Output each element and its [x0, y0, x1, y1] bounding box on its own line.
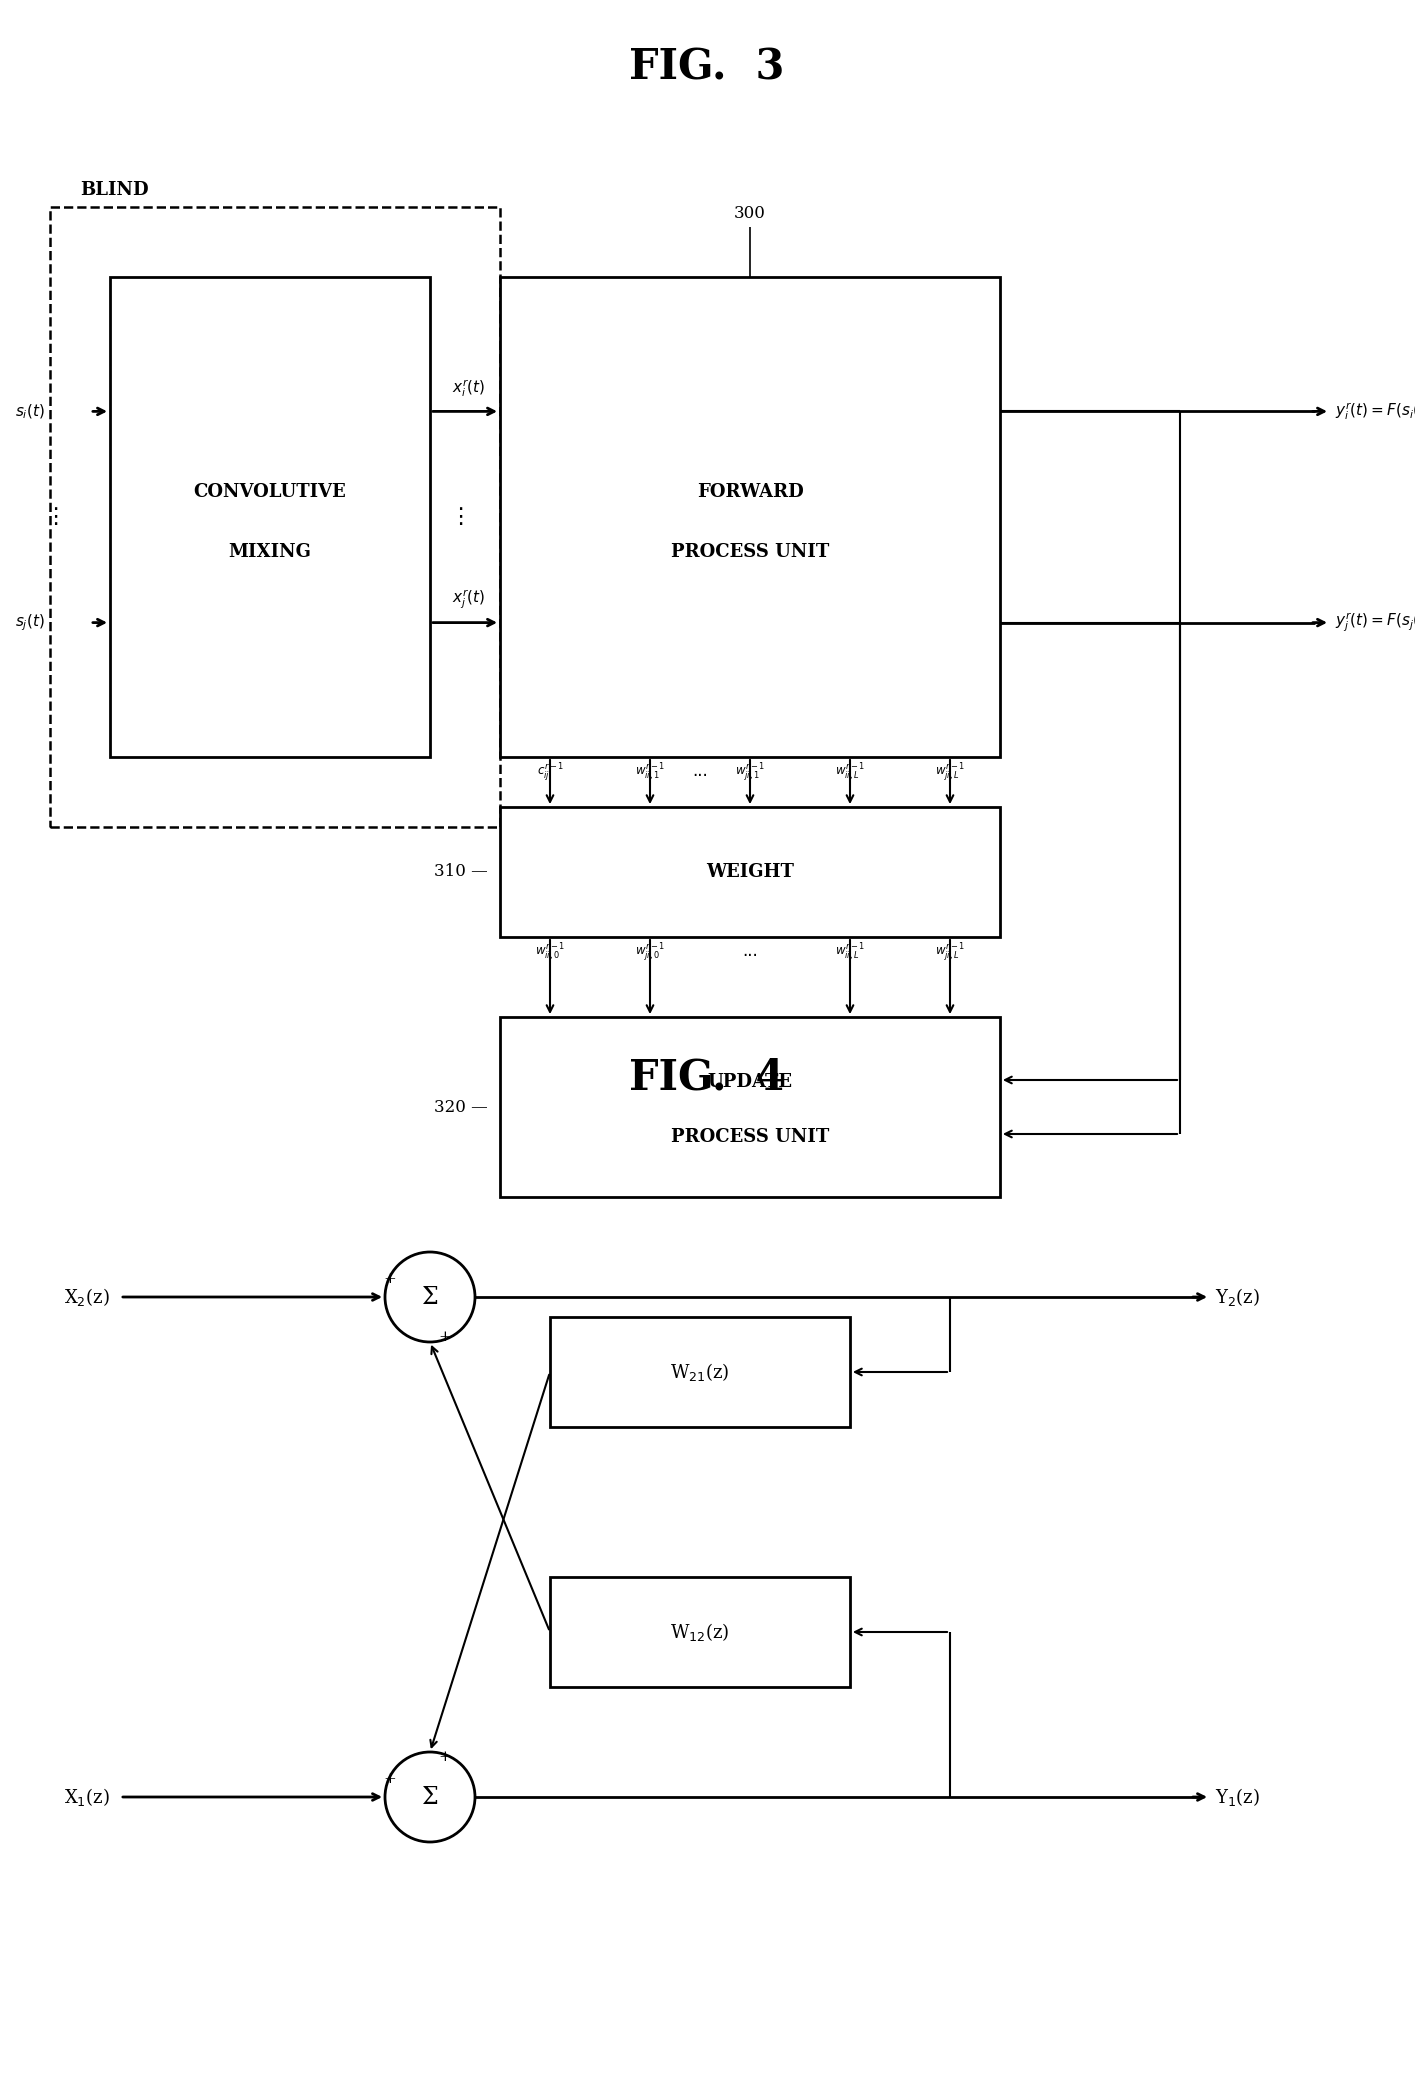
Bar	[499, 276, 1000, 756]
Text: ...: ...	[741, 943, 758, 960]
Text: PROCESS UNIT: PROCESS UNIT	[671, 542, 829, 561]
Text: X$_2$(z): X$_2$(z)	[64, 1286, 110, 1309]
Text: +: +	[383, 1772, 396, 1786]
Text: $w_{ii,L}^{r-1}$: $w_{ii,L}^{r-1}$	[835, 762, 865, 783]
Text: 320 —: 320 —	[434, 1099, 488, 1115]
Text: ...: ...	[692, 762, 708, 781]
Text: $w_{ji,L}^{r-1}$: $w_{ji,L}^{r-1}$	[935, 943, 965, 964]
Text: $w_{ji,1}^{r-1}$: $w_{ji,1}^{r-1}$	[734, 762, 766, 785]
Text: ⋮: ⋮	[44, 507, 67, 528]
Text: $w_{ji,0}^{r-1}$: $w_{ji,0}^{r-1}$	[635, 943, 665, 964]
Text: $x_j^r(t)$: $x_j^r(t)$	[451, 588, 485, 611]
Text: +: +	[439, 1751, 451, 1763]
Text: $w_{ii,0}^{r-1}$: $w_{ii,0}^{r-1}$	[535, 943, 565, 964]
Text: FORWARD: FORWARD	[696, 484, 804, 501]
Text: Σ: Σ	[422, 1786, 439, 1809]
Text: +: +	[439, 1329, 451, 1344]
Bar	[499, 808, 1000, 937]
Text: Σ: Σ	[422, 1286, 439, 1309]
Bar	[110, 276, 430, 756]
Text: $c_{ij}^{r-1}$: $c_{ij}^{r-1}$	[536, 762, 563, 785]
Text: Y$_2$(z): Y$_2$(z)	[1215, 1286, 1259, 1309]
Text: Y$_1$(z): Y$_1$(z)	[1215, 1786, 1259, 1807]
Text: $s_i(t)$: $s_i(t)$	[16, 403, 45, 422]
Text: ⋮: ⋮	[449, 507, 471, 528]
Text: CONVOLUTIVE: CONVOLUTIVE	[194, 484, 347, 501]
Text: $s_j(t)$: $s_j(t)$	[16, 613, 45, 633]
Bar	[50, 208, 499, 827]
Text: +: +	[383, 1271, 396, 1286]
Bar	[550, 1317, 850, 1427]
Bar	[550, 1576, 850, 1687]
Text: WEIGHT: WEIGHT	[706, 864, 794, 881]
Text: FIG.  3: FIG. 3	[630, 48, 785, 89]
Text: W$_{12}$(z): W$_{12}$(z)	[671, 1620, 730, 1643]
Text: UPDATE: UPDATE	[708, 1074, 792, 1090]
Text: $y_j^r(t){=}F(s_j(t))$: $y_j^r(t){=}F(s_j(t))$	[1334, 611, 1415, 633]
Text: PROCESS UNIT: PROCESS UNIT	[671, 1128, 829, 1147]
Circle shape	[385, 1753, 475, 1842]
Text: MIXING: MIXING	[229, 542, 311, 561]
Text: $w_{ii,1}^{r-1}$: $w_{ii,1}^{r-1}$	[635, 762, 665, 783]
Bar	[499, 1018, 1000, 1196]
Circle shape	[385, 1252, 475, 1342]
Text: $y_i^r(t){=}F(s_i(t))$: $y_i^r(t){=}F(s_i(t))$	[1334, 401, 1415, 422]
Text: $w_{ji,L}^{r-1}$: $w_{ji,L}^{r-1}$	[935, 762, 965, 785]
Text: $w_{ii,L}^{r-1}$: $w_{ii,L}^{r-1}$	[835, 943, 865, 964]
Text: BLIND: BLIND	[81, 181, 149, 199]
Text: X$_1$(z): X$_1$(z)	[64, 1786, 110, 1807]
Text: W$_{21}$(z): W$_{21}$(z)	[671, 1360, 730, 1383]
Text: FIG.  4: FIG. 4	[630, 1057, 785, 1099]
Text: $x_i^r(t)$: $x_i^r(t)$	[451, 378, 485, 399]
Text: 310 —: 310 —	[434, 864, 488, 881]
Text: 300: 300	[734, 206, 766, 222]
